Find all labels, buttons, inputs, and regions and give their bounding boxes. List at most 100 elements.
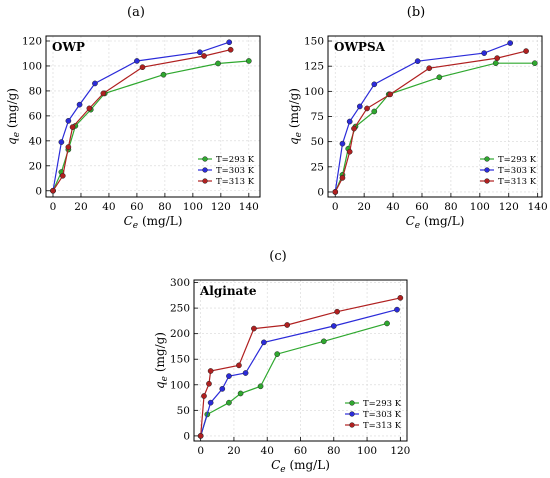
data-point: [481, 50, 488, 56]
x-tick-label: 140: [239, 201, 259, 213]
data-point: [206, 380, 212, 387]
data-point: [364, 105, 370, 112]
data-point: [284, 322, 291, 328]
y-tick-label: 50: [177, 405, 190, 417]
legend-entry: T=303 K: [216, 166, 255, 176]
data-point: [69, 124, 76, 130]
y-tick-label: 0: [35, 185, 42, 197]
legend-swatch-marker: [349, 411, 355, 417]
panel-label: (a): [127, 5, 145, 20]
chart-panel-b: (b) 0 20 40 60 80 100 120 140 0 25 50 75 100 125 150 Ce …: [287, 5, 548, 231]
x-tick-label: 100: [357, 445, 377, 457]
data-point: [50, 187, 56, 194]
legend-entry: T=293 K: [216, 155, 255, 165]
y-tick-label: 40: [29, 135, 42, 147]
legend-entry: T=313 K: [363, 421, 402, 431]
legend-swatch-marker: [349, 422, 355, 428]
data-point: [219, 386, 226, 392]
data-point: [242, 370, 249, 376]
data-point: [387, 91, 394, 98]
data-point: [351, 125, 357, 132]
legend: T=293 KT=303 KT=313 K: [345, 399, 402, 431]
x-axis-label: Ce (mg/L): [406, 214, 465, 231]
data-point: [237, 390, 244, 397]
series-t-313-k: [197, 295, 404, 439]
x-tick-label: 0: [197, 445, 204, 457]
x-tick-label: 60: [415, 201, 428, 213]
data-point: [274, 351, 281, 357]
y-tick-label: 60: [29, 110, 42, 122]
legend-swatch-marker: [484, 156, 490, 162]
data-point: [215, 60, 221, 67]
x-tick-label: 0: [332, 201, 339, 213]
x-tick-label: 120: [499, 201, 519, 213]
panel-label: (b): [407, 5, 425, 20]
data-point: [65, 118, 72, 124]
y-axis-label: qe (mg/g): [5, 88, 22, 145]
data-point: [251, 325, 257, 332]
data-point: [507, 40, 514, 46]
legend-swatch-marker: [202, 167, 208, 173]
chart-title: OWP: [52, 40, 85, 54]
y-tick-label: 50: [311, 136, 324, 148]
data-point: [346, 148, 353, 155]
x-tick-label: 100: [470, 201, 490, 213]
x-tick-label: 40: [386, 201, 399, 213]
legend-entry: T=293 K: [498, 155, 537, 165]
data-point: [59, 172, 66, 179]
x-tick-label: 120: [211, 201, 231, 213]
data-point: [197, 49, 203, 56]
data-point: [134, 58, 140, 64]
y-tick-label: 0: [183, 430, 190, 442]
data-point: [414, 58, 421, 65]
data-point: [65, 144, 72, 150]
x-axis-label: Ce (mg/L): [124, 214, 183, 231]
data-point: [523, 48, 529, 54]
data-point: [207, 399, 214, 406]
y-axis-label: qe (mg/g): [287, 88, 304, 145]
y-tick-label: 75: [311, 111, 324, 123]
data-point: [371, 81, 378, 88]
series-line: [200, 322, 388, 437]
x-tick-label: 20: [74, 201, 87, 213]
x-tick-label: 80: [327, 445, 340, 457]
legend-entry: T=313 K: [216, 177, 255, 187]
legend-swatch-marker: [349, 400, 355, 406]
x-axis-label: Ce (mg/L): [271, 458, 330, 475]
data-point: [197, 433, 204, 439]
legend-entry: T=303 K: [498, 166, 537, 176]
legend-entry: T=293 K: [363, 399, 402, 409]
y-tick-label: 120: [22, 35, 42, 47]
y-tick-label: 25: [311, 161, 324, 173]
data-point: [339, 175, 346, 181]
data-point: [531, 60, 538, 67]
chart-title: Alginate: [199, 284, 257, 298]
x-tick-label: 80: [444, 201, 457, 213]
x-tick-label: 20: [357, 201, 370, 213]
panel-label: (c): [269, 249, 286, 264]
chart-panel-c: (c) 0 20 40 60 80 100 120 0 50 100 150 200 250 300 Ce (…: [153, 249, 410, 475]
data-point: [384, 320, 390, 327]
data-point: [236, 362, 242, 369]
chart-panel-a: (a) 0 20 40 60 80 100 120 140 0 20 40 60 80 100 120 Ce (…: [5, 5, 261, 231]
data-point: [371, 108, 378, 115]
x-tick-label: 120: [390, 445, 410, 457]
x-tick-label: 80: [158, 201, 171, 213]
y-tick-label: 80: [29, 85, 42, 97]
data-point: [226, 373, 232, 379]
data-point: [92, 80, 98, 87]
legend: T=293 KT=303 KT=313 K: [198, 155, 255, 187]
legend-swatch-marker: [202, 156, 208, 162]
x-tick-label: 60: [294, 445, 307, 457]
series-line: [334, 42, 511, 193]
y-tick-label: 100: [304, 86, 324, 98]
data-point: [139, 64, 146, 71]
data-point: [245, 58, 252, 64]
y-tick-label: 125: [304, 61, 324, 73]
data-point: [346, 118, 353, 125]
y-tick-label: 300: [170, 277, 190, 289]
data-point: [257, 383, 264, 390]
legend-entry: T=303 K: [363, 410, 402, 420]
x-tick-label: 0: [50, 201, 57, 213]
